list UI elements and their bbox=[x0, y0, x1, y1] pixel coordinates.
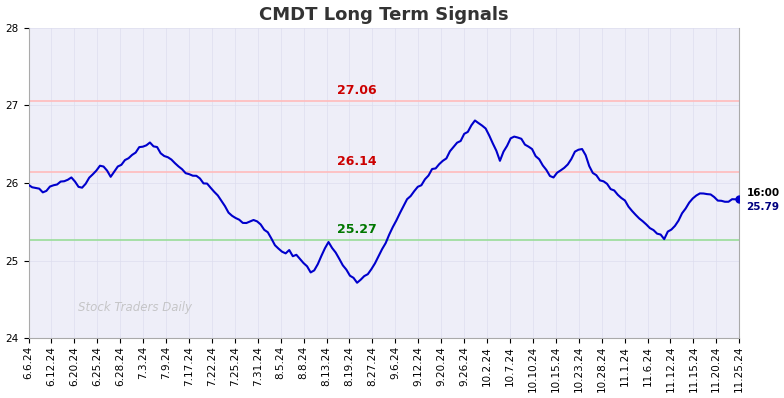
Text: 26.14: 26.14 bbox=[337, 155, 377, 168]
Text: 25.27: 25.27 bbox=[337, 223, 377, 236]
Text: 25.79: 25.79 bbox=[746, 202, 779, 212]
Text: 27.06: 27.06 bbox=[337, 84, 377, 97]
Text: 16:00: 16:00 bbox=[746, 188, 779, 198]
Title: CMDT Long Term Signals: CMDT Long Term Signals bbox=[259, 6, 509, 23]
Text: Stock Traders Daily: Stock Traders Daily bbox=[78, 301, 192, 314]
